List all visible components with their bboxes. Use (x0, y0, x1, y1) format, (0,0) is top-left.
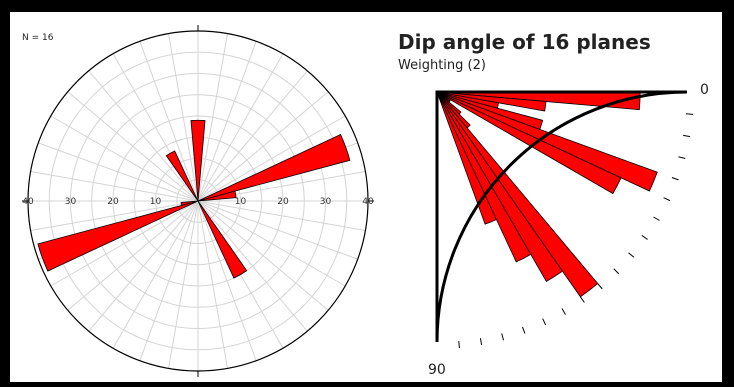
fan-tick (501, 333, 504, 341)
rose-petal (190, 119, 206, 202)
rose-radial-tick-label: 20 (277, 197, 289, 207)
rose-grid-spoke (197, 200, 346, 287)
fan-title: Dip angle of 16 planes (398, 30, 651, 54)
rose-grid-spoke (167, 200, 199, 369)
rose-grid-spoke (67, 200, 199, 311)
rose-grid-spoke (197, 33, 229, 202)
rose-grid-spoke (167, 33, 199, 202)
fan-outline (435, 90, 688, 343)
rose-grid-spoke (197, 91, 329, 202)
rose-grid-spoke (50, 200, 199, 287)
rose-grid-spoke (112, 200, 199, 349)
fan-tick (522, 326, 526, 334)
rose-grid-spoke (197, 70, 308, 202)
rose-grid-spoke (50, 115, 199, 202)
rose-grid-spoke (197, 41, 257, 202)
chart-canvas: 10 10 20 20 30 30 40 40 N = 16 Dip angle of 16 … (22, 25, 709, 378)
fan-axis-start-label: 0 (700, 82, 709, 98)
fan-subtitle: Weighting (2) (398, 58, 486, 73)
rose-grid-spoke (38, 142, 199, 202)
rose-grid-spoke (197, 53, 284, 202)
rose-grid-spoke (197, 200, 329, 311)
rose-radial-tick-labels: 10 10 20 20 30 30 40 40 (22, 197, 374, 207)
fan-tick (479, 338, 483, 346)
fan-tick (663, 197, 671, 202)
fan-petal (436, 91, 497, 225)
rose-grid-spoke (197, 200, 308, 332)
rose-radial-tick-label: 40 (362, 197, 374, 207)
fan-tick (678, 156, 686, 159)
fan-petals (436, 91, 658, 298)
fan-axes (435, 90, 688, 343)
fan-tick (613, 268, 620, 275)
fan-tick (597, 283, 603, 290)
fan-tick (653, 216, 660, 221)
fan-petal (436, 91, 622, 195)
fan-tick (641, 234, 648, 240)
rose-petals (37, 119, 351, 279)
rose-grid-spoke (197, 200, 229, 369)
rose-radial-tick-label: 20 (107, 197, 119, 207)
rose-radial-tick-label: 30 (65, 197, 77, 207)
rose-grid-spoke (197, 200, 358, 260)
rose-petal (37, 200, 199, 272)
chart-frame: 10 10 20 20 30 30 40 40 N = 16 Dip angle of 16 … (10, 12, 722, 382)
fan-tick (683, 134, 691, 138)
rose-grid-spoke (88, 70, 199, 202)
rose-petal (165, 150, 199, 202)
rose-outline-circle (27, 30, 369, 372)
rose-radial-tick-label: 10 (235, 197, 247, 207)
fan-tick (579, 296, 585, 303)
rose-grid-spoke (30, 170, 199, 202)
rose-grid-spoke (197, 200, 366, 232)
rose-petal (197, 134, 351, 202)
rose-diagram: 10 10 20 20 30 30 40 40 N = 16 (22, 25, 374, 377)
fan-tick (561, 308, 566, 315)
rose-grid-spoke (139, 41, 199, 202)
fan-petal (436, 91, 564, 282)
rose-grid-spoke (139, 200, 199, 361)
dip-angle-fan: Dip angle of 16 planes Weighting (2) 0 9… (398, 30, 709, 378)
fan-tick (628, 252, 635, 258)
fan-tick (686, 113, 694, 115)
rose-radial-tick-label: 30 (320, 197, 332, 207)
rose-radial-tick-label: 10 (150, 197, 162, 207)
rose-grid-spoke (197, 200, 257, 361)
fan-petal (436, 91, 532, 263)
fan-tick (542, 318, 547, 326)
fan-tick (671, 177, 679, 181)
rose-grid-spoke (88, 200, 199, 332)
fan-axis-end-label: 90 (428, 362, 446, 378)
rose-grid-spoke (197, 115, 346, 202)
fan-petal (436, 91, 658, 192)
rose-grid-spoke (67, 91, 199, 202)
fan-tick (458, 341, 460, 349)
rose-grid-spoke (30, 200, 199, 232)
rose-count-label: N = 16 (22, 33, 54, 43)
rose-radial-tick-label: 40 (22, 197, 34, 207)
rose-petal (197, 200, 248, 279)
fan-ticks (458, 113, 694, 349)
